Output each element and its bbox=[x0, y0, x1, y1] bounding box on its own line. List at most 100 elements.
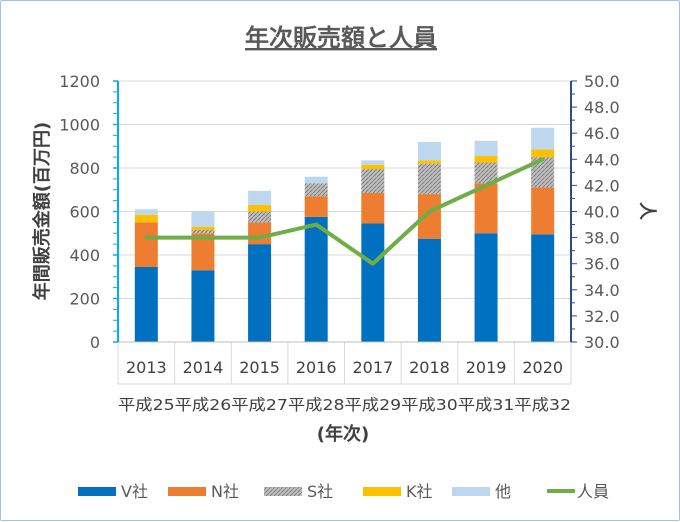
bar-segment bbox=[417, 194, 441, 239]
x-tick-label: 2018 bbox=[409, 358, 450, 377]
y2-tick-label: 42.0 bbox=[584, 176, 620, 195]
staff-line bbox=[144, 157, 545, 266]
bar-segment bbox=[304, 176, 328, 184]
y2-tick-label: 34.0 bbox=[584, 281, 620, 300]
bar-segment bbox=[191, 226, 215, 230]
y2-tick-label: 38.0 bbox=[584, 229, 620, 248]
bar-segment bbox=[248, 222, 272, 245]
y-tick-label: 600 bbox=[69, 203, 100, 222]
legend-label: 人員 bbox=[577, 482, 609, 501]
y-tick-label: 800 bbox=[69, 159, 100, 178]
legend-label: N社 bbox=[211, 482, 239, 501]
bar-segment bbox=[531, 127, 555, 150]
bar-segment bbox=[361, 169, 385, 194]
legend-swatch bbox=[264, 487, 302, 496]
bar-segment bbox=[191, 233, 215, 271]
bar-segment bbox=[474, 140, 498, 157]
bar-segment bbox=[474, 156, 498, 163]
legend-item: N社 bbox=[168, 482, 239, 501]
bar-segment bbox=[417, 160, 441, 164]
x-tick-label: 2017 bbox=[352, 358, 393, 377]
bar-segment bbox=[134, 214, 158, 223]
bar-segment bbox=[304, 216, 328, 342]
bar-segment bbox=[417, 163, 441, 195]
bar-segment bbox=[191, 229, 215, 234]
x-tick-label: 2013 bbox=[126, 358, 167, 377]
bar-segment bbox=[474, 183, 498, 234]
bar-segment bbox=[474, 162, 498, 184]
x-era-label: 平成32 bbox=[514, 396, 571, 414]
x-era-label: 平成27 bbox=[231, 396, 288, 414]
bar-segment bbox=[248, 244, 272, 342]
y-tick-label: 1200 bbox=[59, 72, 100, 91]
x-era-label: 平成25 bbox=[118, 396, 175, 414]
bar-stacks bbox=[134, 127, 555, 342]
x-era-label: 平成26 bbox=[175, 396, 232, 414]
legend-item: 人員 bbox=[547, 482, 609, 501]
y2-tick-label: 40.0 bbox=[584, 203, 620, 222]
legend-swatch bbox=[168, 487, 206, 496]
x-axis-label: (年次) bbox=[317, 423, 369, 445]
y2-tick-label: 50.0 bbox=[584, 72, 620, 91]
bar-segment bbox=[417, 238, 441, 342]
bar-segment bbox=[248, 204, 272, 212]
bar-segment bbox=[531, 149, 555, 158]
legend-label: K社 bbox=[406, 482, 433, 501]
x-tick-label: 2015 bbox=[239, 358, 280, 377]
legend-label: 他 bbox=[495, 482, 511, 501]
y2-tick-label: 30.0 bbox=[584, 333, 620, 352]
x-tick-label: 2014 bbox=[183, 358, 224, 377]
y2-tick-label: 32.0 bbox=[584, 307, 620, 326]
legend-item: S社 bbox=[264, 482, 333, 501]
legend-item: V社 bbox=[78, 482, 148, 501]
legend-item: 他 bbox=[452, 482, 511, 501]
bar-segment bbox=[361, 160, 385, 165]
y2-tick-label: 44.0 bbox=[584, 150, 620, 169]
x-tick-label: 2019 bbox=[466, 358, 507, 377]
bar-segment bbox=[191, 270, 215, 342]
y-axis-label: 年間販売金額(百万円) bbox=[31, 122, 53, 300]
bar-segment bbox=[191, 211, 215, 227]
x-era-label: 平成28 bbox=[288, 396, 345, 414]
bar-segment bbox=[134, 222, 158, 267]
legend-swatch bbox=[452, 487, 490, 496]
bar-segment bbox=[134, 209, 158, 215]
bar-segment bbox=[361, 193, 385, 224]
y2-axis-label: 人 bbox=[636, 202, 657, 221]
y-tick-label: 1000 bbox=[59, 116, 100, 135]
bar-segment bbox=[248, 190, 272, 205]
bar-segment bbox=[531, 187, 555, 235]
x-era-label: 平成30 bbox=[401, 396, 458, 414]
bar-segment bbox=[248, 211, 272, 223]
category-table: 2013 2014 2015 2016 2017 2018 2019 2020 平成25 平成26… bbox=[117, 342, 572, 414]
axes bbox=[113, 80, 577, 343]
legend-label: V社 bbox=[121, 482, 148, 501]
bar-segment bbox=[531, 157, 555, 188]
legend-label: S社 bbox=[307, 482, 333, 501]
y-tick-label: 200 bbox=[69, 290, 100, 309]
legend-item: K社 bbox=[363, 482, 433, 501]
tick-labels: 0 200 400 600 800 1000 1200 30.0 32.0 34.0 36.0 38.… bbox=[59, 72, 619, 352]
gridlines bbox=[118, 80, 571, 299]
bar-segment bbox=[417, 141, 441, 161]
bar-segment bbox=[531, 234, 555, 342]
y2-tick-label: 46.0 bbox=[584, 124, 620, 143]
chart-title: 年次販売額と人員 bbox=[245, 24, 437, 52]
legend-swatch bbox=[78, 487, 116, 496]
x-era-label: 平成31 bbox=[458, 396, 515, 414]
bar-segment bbox=[304, 196, 328, 217]
y2-tick-label: 48.0 bbox=[584, 98, 620, 117]
x-era-label: 平成29 bbox=[345, 396, 402, 414]
y2-tick-label: 36.0 bbox=[584, 255, 620, 274]
legend-swatch bbox=[363, 487, 401, 496]
bar-segment bbox=[474, 233, 498, 342]
x-tick-label: 2016 bbox=[296, 358, 337, 377]
bar-segment bbox=[304, 183, 328, 197]
bar-segment bbox=[134, 266, 158, 342]
x-tick-label: 2020 bbox=[522, 358, 563, 377]
legend: V社 N社 S社 K社 他 人員 bbox=[78, 482, 609, 501]
y-tick-label: 0 bbox=[90, 333, 100, 352]
y-tick-label: 400 bbox=[69, 246, 100, 265]
